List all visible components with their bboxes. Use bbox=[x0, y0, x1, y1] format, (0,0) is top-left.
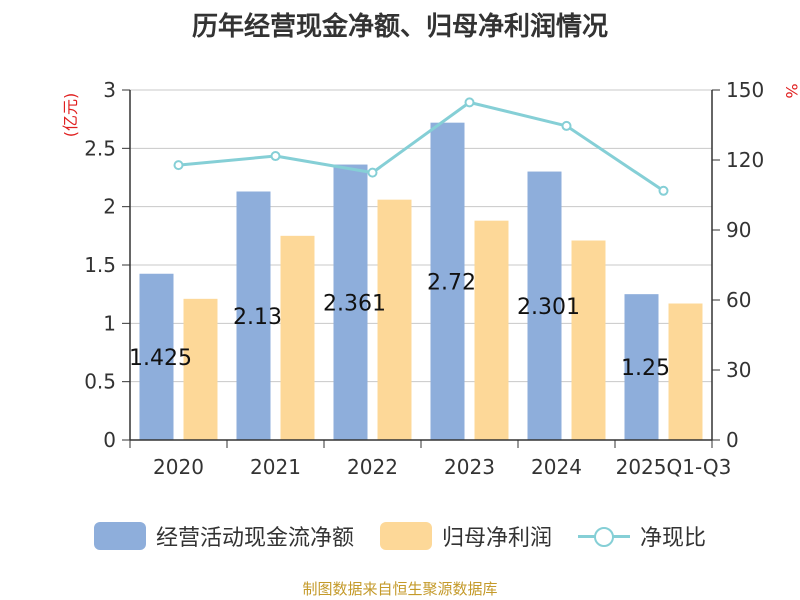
bar-net-profit bbox=[474, 220, 509, 440]
legend-label-net-profit: 归母净利润 bbox=[441, 526, 552, 551]
y-left-tick-label: 2.5 bbox=[84, 136, 116, 160]
ratio-point bbox=[367, 167, 378, 178]
legend-swatch-cashflow bbox=[93, 522, 146, 550]
bar-cashflow bbox=[333, 164, 368, 441]
data-label-cashflow: 2.361 bbox=[323, 291, 386, 316]
ratio-line-path bbox=[178, 100, 665, 193]
x-tick-label: 2024 bbox=[531, 455, 582, 479]
y-left-tick-label: 2 bbox=[103, 195, 116, 219]
bar-net-profit bbox=[280, 235, 315, 440]
legend-item-cashflow[interactable]: 经营活动现金流净额 bbox=[93, 520, 354, 552]
y-left-tick-label: 1 bbox=[103, 311, 116, 335]
bar-cashflow bbox=[624, 294, 659, 440]
data-labels: 1.425 2.13 2.361 2.72 2.301 1.25 bbox=[129, 270, 670, 381]
bar-net-profit bbox=[571, 240, 606, 440]
y-left-tick-label: 0 bbox=[103, 428, 116, 452]
chart-title: 历年经营现金净额、归母净利润情况 bbox=[191, 12, 608, 42]
ratio-point bbox=[270, 151, 281, 162]
data-label-cashflow: 2.301 bbox=[517, 295, 580, 320]
bar-net-profit bbox=[183, 298, 218, 440]
bar-net-profit bbox=[668, 303, 703, 440]
bar-cashflow bbox=[236, 191, 271, 440]
legend-swatch-ratio bbox=[578, 522, 630, 550]
legend: 经营活动现金流净额 归母净利润 净现比 bbox=[0, 516, 800, 556]
y-left-axis-label: (亿元) bbox=[61, 93, 80, 138]
y-right-tick-label: 120 bbox=[726, 148, 764, 172]
bars bbox=[139, 122, 703, 441]
data-label-cashflow: 1.25 bbox=[621, 356, 670, 381]
bar-cashflow bbox=[139, 273, 174, 440]
ratio-line bbox=[173, 97, 669, 196]
y-right-tick-label: 30 bbox=[726, 358, 751, 382]
bar-cashflow bbox=[430, 122, 465, 441]
ratio-point bbox=[173, 160, 184, 171]
y-right-tick-label: 150 bbox=[726, 78, 764, 102]
x-tick-label: 2023 bbox=[444, 455, 495, 479]
x-tick-label: 2022 bbox=[347, 455, 398, 479]
y-right-tick-label: 90 bbox=[726, 218, 751, 242]
ratio-point bbox=[658, 185, 669, 196]
x-tick-label: 2025Q1-Q3 bbox=[616, 455, 732, 479]
legend-label-cashflow: 经营活动现金流净额 bbox=[155, 526, 354, 551]
y-right-tick-label: 60 bbox=[726, 288, 751, 312]
legend-item-ratio[interactable]: 净现比 bbox=[578, 520, 706, 552]
data-label-cashflow: 1.425 bbox=[129, 346, 192, 371]
y-left-tick-label: 3 bbox=[103, 78, 116, 102]
ratio-point bbox=[561, 120, 572, 131]
y-left-tick-label: 1.5 bbox=[84, 253, 116, 277]
data-label-cashflow: 2.72 bbox=[427, 270, 476, 295]
bar-cashflow bbox=[527, 171, 562, 441]
y-right-axis-label: % bbox=[782, 83, 800, 98]
legend-swatch-net-profit bbox=[379, 522, 432, 550]
legend-item-net-profit[interactable]: 归母净利润 bbox=[379, 520, 552, 552]
ratio-point bbox=[464, 97, 475, 108]
bar-net-profit bbox=[377, 199, 412, 440]
legend-label-ratio: 净现比 bbox=[640, 526, 707, 551]
data-label-cashflow: 2.13 bbox=[233, 305, 282, 330]
source-note: 制图数据来自恒生聚源数据库 bbox=[302, 580, 498, 598]
y-right-tick-label: 0 bbox=[726, 428, 739, 452]
x-tick-label: 2021 bbox=[250, 455, 301, 479]
x-tick-label: 2020 bbox=[153, 455, 204, 479]
y-left-tick-label: 0.5 bbox=[84, 370, 116, 394]
